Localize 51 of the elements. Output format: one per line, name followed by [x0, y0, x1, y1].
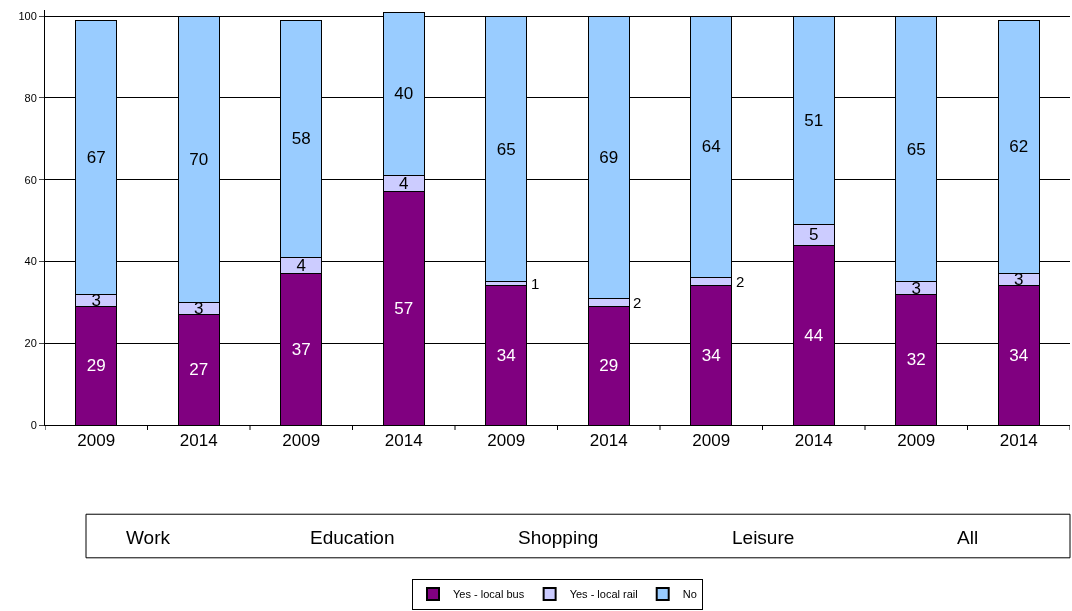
data-label: 32: [906, 350, 926, 370]
y-tick-label: 40: [24, 255, 37, 268]
data-label: 34: [701, 345, 721, 365]
data-label: 62: [1009, 137, 1029, 157]
data-label: 29: [86, 356, 106, 376]
y-tick-label: 20: [24, 337, 37, 350]
x-tick-label: 2014: [589, 431, 628, 451]
text: All: [957, 527, 979, 548]
data-label: 29: [599, 356, 619, 376]
x-tick-label: 2009: [487, 431, 526, 451]
legend-label: Yes - local rail: [569, 588, 638, 601]
x-tick-label: 2014: [794, 431, 833, 451]
data-label: 69: [599, 147, 619, 167]
data-label: 67: [86, 147, 106, 167]
data-label: 1: [531, 275, 540, 292]
x-tick-label: 2009: [897, 431, 936, 451]
text: Education: [310, 527, 395, 548]
data-label: 65: [496, 139, 516, 159]
x-tick-label: 2014: [999, 431, 1038, 451]
data-label: 44: [804, 325, 824, 345]
data-label: 64: [701, 137, 721, 157]
data-label: 51: [804, 110, 824, 130]
data-label: 27: [189, 360, 209, 380]
x-tick-label: 2014: [179, 431, 218, 451]
text: Leisure: [732, 527, 795, 548]
data-label: 34: [496, 345, 516, 365]
x-tick-label: 2009: [692, 431, 731, 451]
text: Shopping: [518, 527, 599, 548]
data-label: 65: [906, 139, 926, 159]
y-tick-label: 80: [24, 91, 37, 104]
data-label: 2: [633, 294, 642, 311]
x-tick-label: 2009: [77, 431, 116, 451]
data-label: 4: [296, 256, 306, 276]
y-tick-label: 0: [30, 418, 37, 431]
data-label: 34: [1009, 345, 1029, 365]
data-label: 57: [394, 298, 414, 318]
x-tick-label: 2009: [282, 431, 321, 451]
y-tick-label: 60: [24, 173, 37, 186]
data-label: 58: [291, 129, 311, 149]
data-label: 4: [399, 174, 409, 194]
data-label: 40: [394, 84, 414, 104]
data-label: 3: [911, 278, 921, 298]
data-label: 37: [291, 339, 311, 359]
legend-label: No: [682, 588, 697, 601]
x-tick-label: 2014: [384, 431, 423, 451]
data-label: 70: [189, 149, 209, 169]
data-label: 2: [736, 273, 745, 290]
legend-label: Yes - local bus: [453, 588, 525, 601]
data-label: 5: [809, 225, 819, 245]
y-tick-label: 100: [18, 9, 37, 22]
text: Work: [126, 527, 171, 548]
